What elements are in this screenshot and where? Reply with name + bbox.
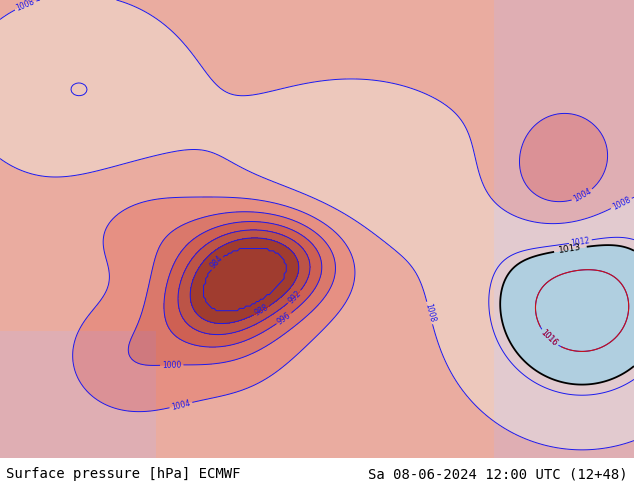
Text: 988: 988 (253, 303, 270, 318)
Text: Sa 08-06-2024 12:00 UTC (12+48): Sa 08-06-2024 12:00 UTC (12+48) (368, 467, 628, 481)
FancyBboxPatch shape (494, 0, 634, 458)
Text: 1000: 1000 (162, 360, 181, 369)
FancyBboxPatch shape (0, 331, 156, 458)
Text: 992: 992 (287, 289, 303, 305)
Text: 1008: 1008 (611, 195, 632, 212)
FancyBboxPatch shape (0, 0, 634, 458)
Text: 1004: 1004 (171, 398, 191, 412)
Text: 1008: 1008 (15, 0, 36, 13)
Text: 984: 984 (208, 254, 224, 271)
Text: 1013: 1013 (559, 243, 583, 255)
Text: 1016: 1016 (539, 328, 559, 348)
Text: 1004: 1004 (572, 187, 593, 204)
Text: Surface pressure [hPa] ECMWF: Surface pressure [hPa] ECMWF (6, 467, 241, 481)
Text: 1008: 1008 (423, 302, 436, 323)
Text: 1016: 1016 (539, 328, 559, 348)
Text: 996: 996 (276, 310, 293, 326)
Text: 1012: 1012 (570, 236, 590, 247)
